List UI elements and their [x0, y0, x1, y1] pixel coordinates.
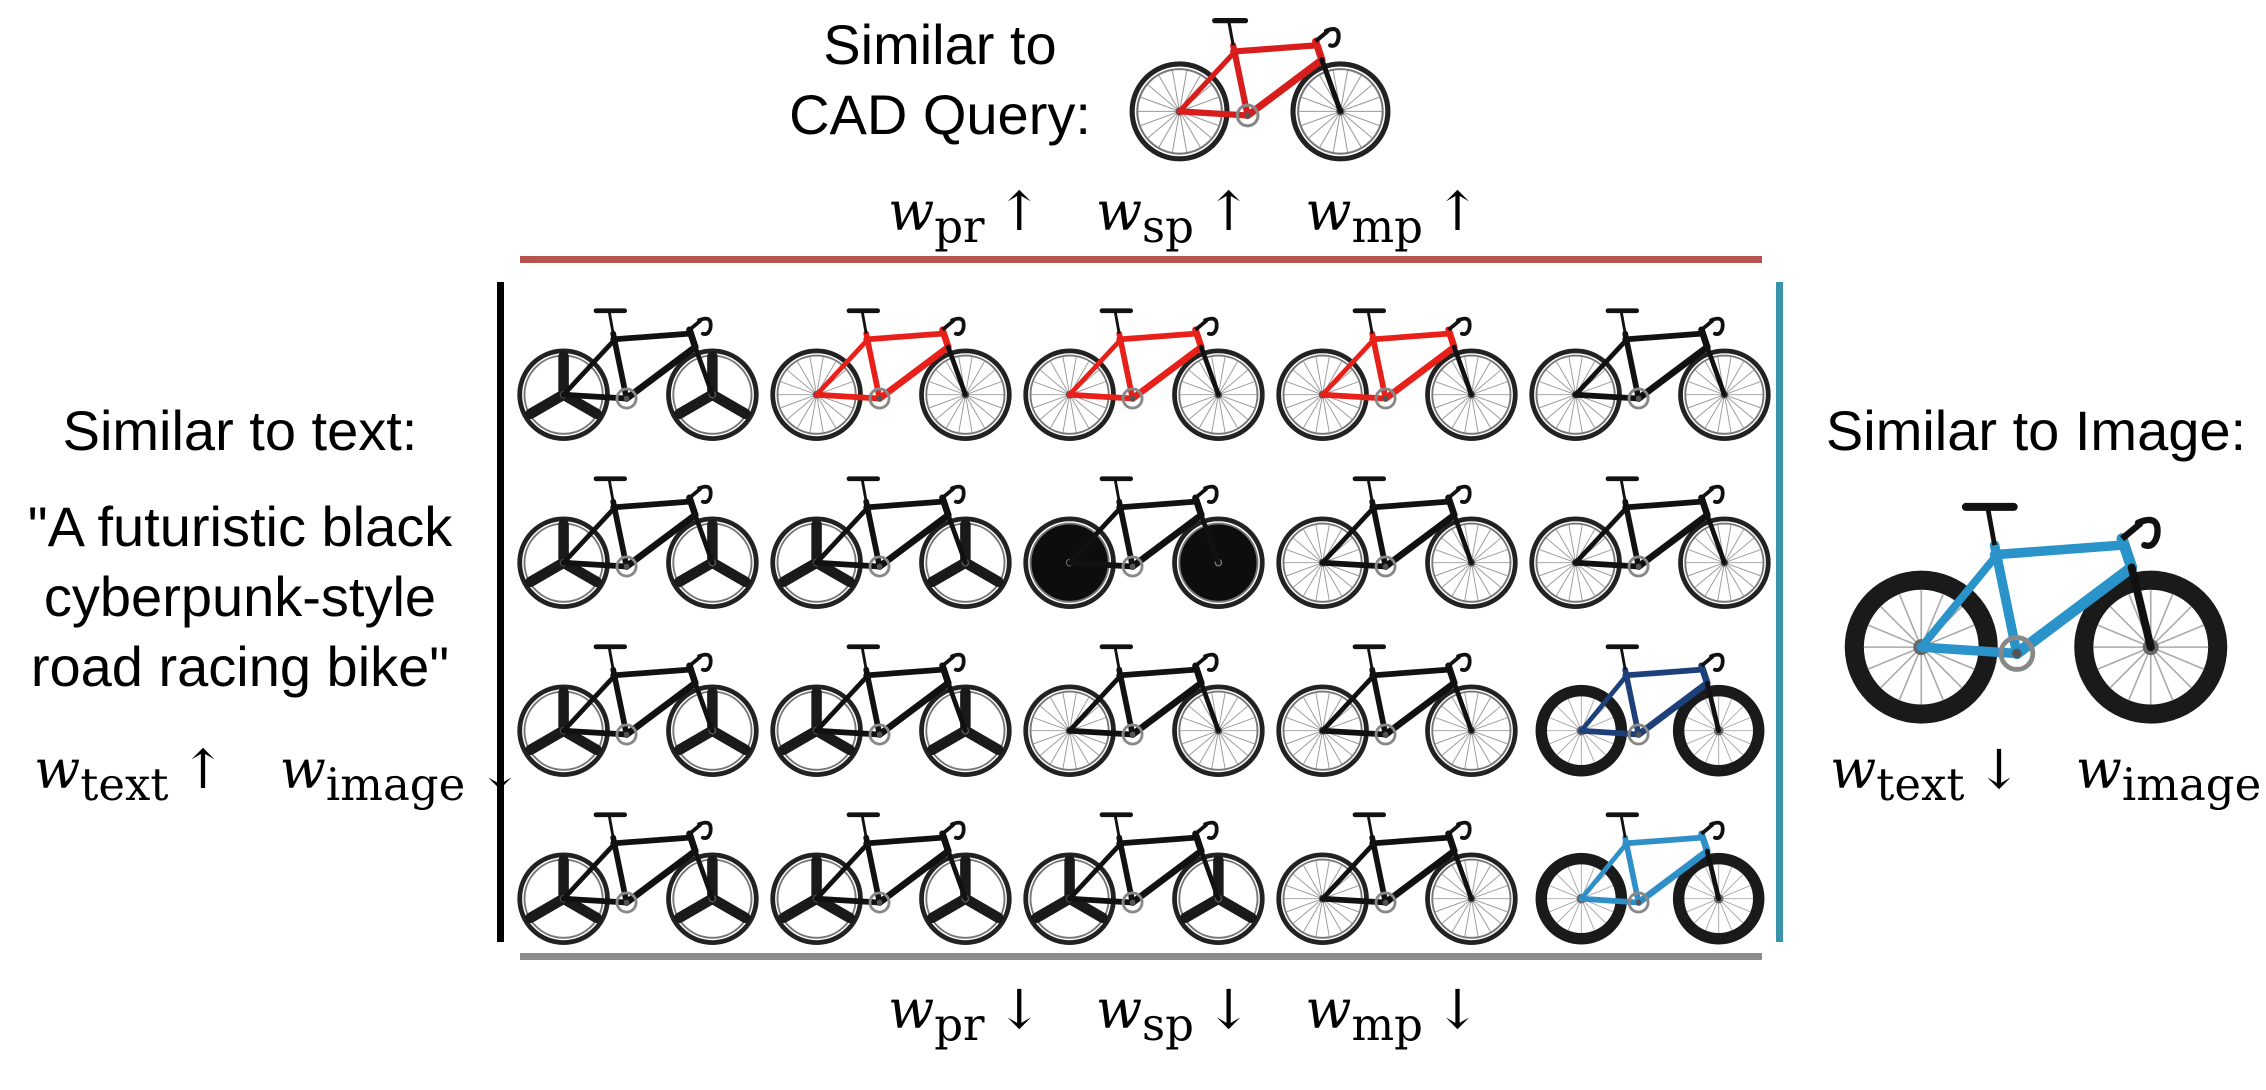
grid-bike-r1-c1 [514, 290, 762, 446]
bottom-weight-mp: wmp ↓ [1305, 978, 1481, 1051]
grid-bike-r3-c1 [514, 626, 762, 782]
bottom-weight-sp: wsp ↓ [1095, 978, 1252, 1051]
right-weight-text: wtext ↓ [1830, 738, 2022, 811]
top-weight-pr: wpr ↑ [888, 180, 1042, 253]
grid-bike-r2-c2 [767, 458, 1015, 614]
bottom-bar-line [520, 953, 1762, 960]
cad-query-title-line2: CAD Query: [789, 83, 1091, 146]
top-weights: wpr ↑ wsp ↑ wmp ↑ [888, 180, 1480, 253]
grid-bike-r2-c1 [514, 458, 762, 614]
grid-bike-r1-c4 [1273, 290, 1521, 446]
top-bar-line [520, 256, 1762, 263]
quote-line-2: cyberpunk-style [43, 565, 437, 628]
image-query-title: Similar to Image: [1825, 399, 2247, 462]
grid-bike-r1-c5 [1526, 290, 1774, 446]
grid-bike-r4-c2 [767, 794, 1015, 950]
grid-bike-r1-c2 [767, 290, 1015, 446]
grid-bike-r4-c5 [1526, 794, 1774, 950]
grid-bike-r3-c3 [1020, 626, 1268, 782]
grid-bike-r2-c5 [1526, 458, 1774, 614]
grid-bike-r3-c5 [1526, 626, 1774, 782]
text-query-quote: "A futuristic black cyberpunk-style road… [0, 492, 480, 702]
retrieval-grid [514, 290, 1772, 950]
text-query-title: Similar to text: [62, 399, 418, 462]
top-weight-sp: wsp ↑ [1095, 180, 1252, 253]
grid-bike-r1-c3 [1020, 290, 1268, 446]
quote-line-3: road racing bike" [30, 635, 450, 698]
grid-bike-r3-c2 [767, 626, 1015, 782]
left-weights: wtext↑ wimage↓ [34, 738, 523, 811]
left-weight-image: wimage↓ [279, 738, 523, 811]
grid-bike-r4-c1 [514, 794, 762, 950]
right-weights: wtext↓ wimage↑ [1830, 738, 2266, 811]
right-bar-line [1776, 282, 1783, 942]
left-bar-line [497, 282, 504, 942]
image-query-bike [1816, 475, 2256, 730]
cad-query-title: Similar to CAD Query: [760, 10, 1120, 150]
grid-bike-r2-c3 [1020, 458, 1268, 614]
grid-bike-r4-c3 [1020, 794, 1268, 950]
cad-query-title-line1: Similar to [823, 13, 1057, 76]
right-weight-image: wimage↑ [2075, 738, 2262, 811]
grid-bike-r3-c4 [1273, 626, 1521, 782]
grid-bike-r2-c4 [1273, 458, 1521, 614]
left-weight-text: wtext ↑ [34, 738, 226, 811]
cad-query-bike [1120, 0, 1400, 165]
grid-bike-r4-c4 [1273, 794, 1521, 950]
bottom-weights: wpr ↓ wsp ↓ wmp ↓ [888, 978, 1480, 1051]
quote-line-1: "A futuristic black [27, 495, 453, 558]
bottom-weight-pr: wpr ↓ [888, 978, 1042, 1051]
top-weight-mp: wmp ↑ [1305, 180, 1481, 253]
